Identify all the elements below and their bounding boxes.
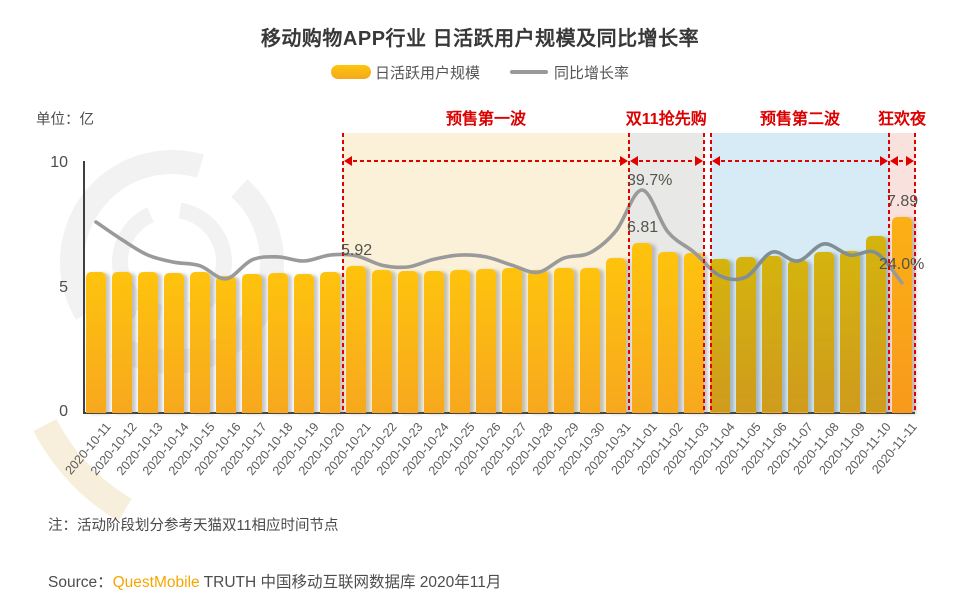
- phase-boundary-line: [342, 133, 344, 412]
- bar-2020-10-15: [190, 272, 210, 413]
- phase-label-1: 预售第一波: [445, 111, 527, 128]
- source-brand: QuestMobile: [112, 574, 200, 591]
- arrow-left-icon: [890, 156, 898, 166]
- bar-2020-10-13: [138, 272, 158, 413]
- x-axis-line: [83, 412, 915, 414]
- phase-arrow-line: [892, 160, 912, 162]
- arrow-left-icon: [630, 156, 638, 166]
- bar-2020-10-26: [476, 268, 496, 413]
- source-prefix: Source：: [48, 574, 113, 591]
- legend-bar-swatch: [330, 65, 371, 79]
- phase-region-3: [711, 133, 889, 412]
- source-suffix: TRUTH 中国移动互联网数据库 2020年11月: [199, 574, 502, 591]
- bar-2020-11-01: [632, 243, 652, 413]
- bar-2020-10-23: [398, 270, 418, 413]
- bar-2020-10-16: [216, 275, 236, 413]
- legend-line-label: 同比增长率: [554, 64, 630, 82]
- phase-arrow-line: [346, 160, 626, 162]
- phase-label-2: 双11抢先购: [625, 111, 707, 128]
- bar-2020-10-22: [372, 269, 392, 413]
- bar-2020-10-12: [112, 272, 132, 413]
- page-title: 移动购物APP行业 日活跃用户规模及同比增长率: [260, 28, 700, 50]
- arrow-right-icon: [620, 156, 628, 166]
- arrow-right-icon: [906, 156, 914, 166]
- bar-2020-10-20: [320, 272, 340, 413]
- bar-2020-11-02: [658, 252, 678, 413]
- phase-boundary-line: [914, 133, 916, 412]
- bar-2020-10-31: [606, 257, 626, 413]
- phase-boundary-line: [710, 133, 712, 412]
- footnote: 注：活动阶段划分参考天猫双11相应时间节点: [48, 518, 339, 534]
- arrow-left-icon: [344, 156, 352, 166]
- phase-label-3: 预售第二波: [759, 111, 841, 128]
- bar-2020-10-19: [294, 273, 314, 413]
- phase-boundary-line: [702, 133, 705, 412]
- y-axis-line: [83, 161, 85, 413]
- phase-arrow-line: [714, 160, 886, 162]
- legend: 日活跃用户规模 同比增长率: [0, 62, 960, 82]
- source-line: Source：QuestMobile TRUTH 中国移动互联网数据库 2020…: [48, 570, 501, 592]
- bar-2020-10-24: [424, 270, 444, 413]
- bar-2020-10-21: [346, 265, 366, 413]
- phase-label-4: 狂欢夜: [877, 111, 927, 128]
- bar-2020-10-11: [86, 271, 106, 413]
- bar-2020-10-17: [242, 274, 262, 413]
- arrow-right-icon: [880, 156, 888, 166]
- phase-arrow-line: [632, 160, 701, 162]
- bar-2020-10-29: [554, 268, 574, 413]
- y-tick-10: 10: [50, 154, 68, 171]
- bar-2020-10-27: [502, 267, 522, 413]
- bar-2020-11-11: [892, 216, 912, 413]
- bar-2020-10-28: [528, 269, 548, 413]
- arrow-left-icon: [712, 156, 720, 166]
- bar-value-label-2020-11-01: 6.81: [627, 219, 659, 237]
- bar-value-label-2020-10-21: 5.92: [341, 241, 373, 259]
- arrow-right-icon: [694, 156, 703, 166]
- legend-bar-label: 日活跃用户规模: [374, 64, 480, 82]
- bar-2020-10-25: [450, 269, 470, 413]
- y-tick-0: 0: [59, 403, 68, 420]
- bar-2020-11-03: [684, 252, 704, 413]
- bar-value-label-2020-11-11: 7.89: [887, 192, 919, 210]
- bar-2020-10-30: [580, 267, 600, 413]
- y-tick-5: 5: [59, 279, 68, 296]
- bar-2020-10-18: [268, 273, 288, 413]
- unit-label: 单位：亿: [36, 112, 94, 128]
- legend-line-swatch: [510, 70, 548, 74]
- line-value-label-2020-11-11: 24.0%: [879, 255, 925, 273]
- line-value-label-2020-11-01: 39.7%: [627, 172, 673, 189]
- bar-2020-10-14: [164, 272, 184, 413]
